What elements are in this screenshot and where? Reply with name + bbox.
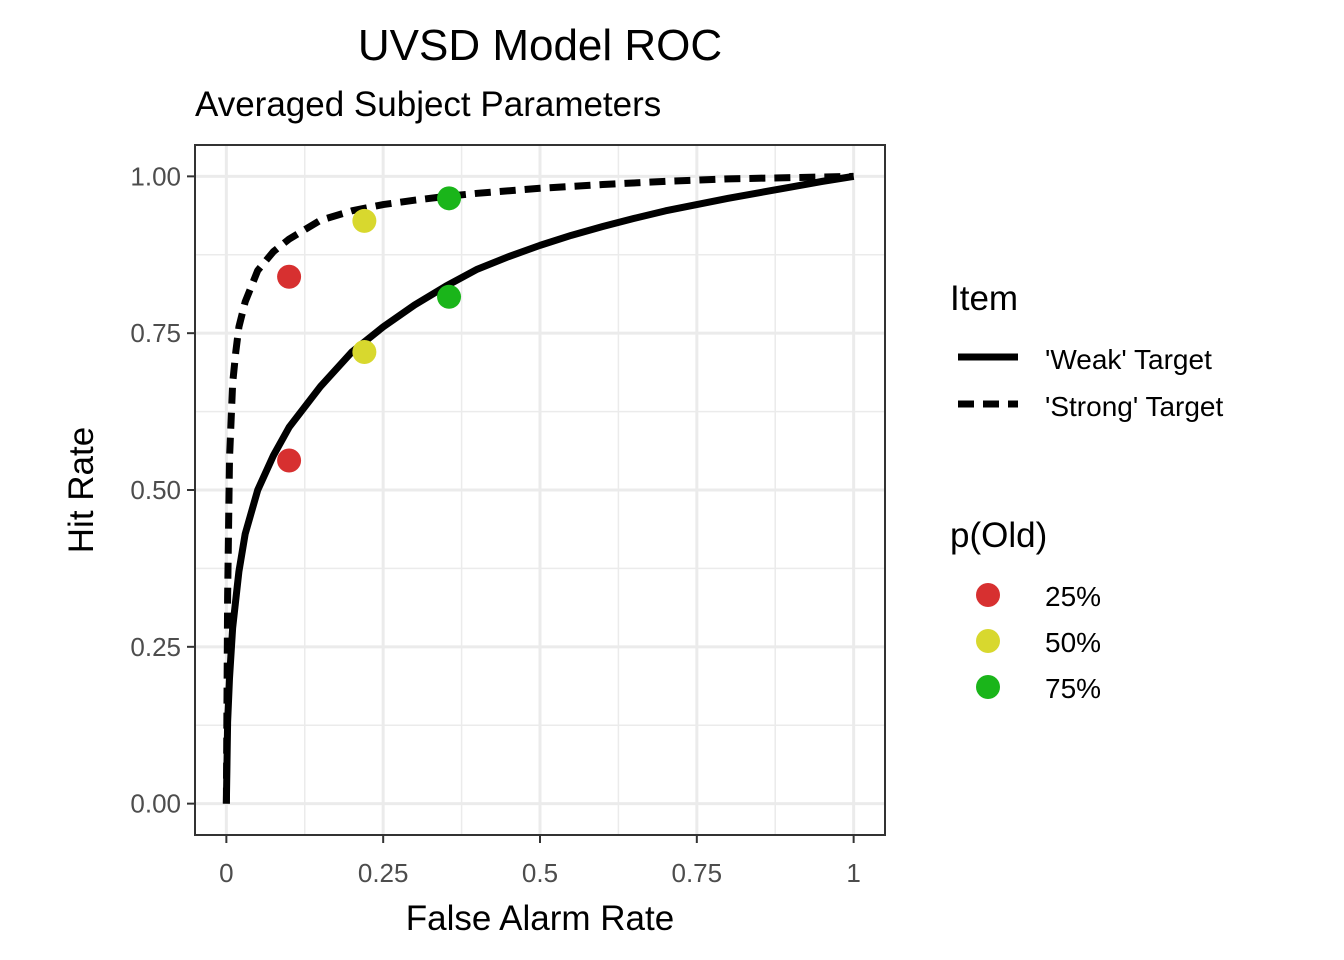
pold-point [437,186,462,211]
legend-pold: p(Old) 25% 50% 75% [950,516,1101,704]
y-tick-label: 0.00 [130,789,181,819]
pold-point [352,340,377,364]
legend-weak-label: 'Weak' Target [1045,344,1212,375]
legend-75-key [976,675,1000,699]
y-axis-title: Hit Rate [62,427,101,553]
plot-grid [195,145,885,835]
x-tick-label: 1 [846,858,860,888]
chart-subtitle: Averaged Subject Parameters [195,85,661,124]
legend-pold-title: p(Old) [950,516,1047,555]
x-tick-label: 0 [219,858,233,888]
pold-point [352,208,377,233]
x-tick-label: 0.5 [522,858,558,888]
strong-target-line [222,172,854,804]
legend-50-label: 50% [1045,627,1101,658]
legend-item-title: Item [950,279,1018,318]
y-axis-ticks: 0.00 0.25 0.50 0.75 1.00 [130,161,195,819]
pold-point [277,448,302,473]
y-tick-label: 1.00 [130,161,181,191]
pold-point [437,284,462,309]
pold-points [277,186,462,473]
x-tick-label: 0.75 [672,858,723,888]
y-tick-label: 0.50 [130,475,181,505]
legend-25-label: 25% [1045,581,1101,612]
legend-item: Item 'Weak' Target 'Strong' Target [950,279,1224,422]
y-tick-label: 0.25 [130,632,181,662]
x-axis-ticks: 0 0.25 0.5 0.75 1 [219,835,861,888]
legend-25-key [976,583,1000,607]
chart-title: UVSD Model ROC [358,21,722,70]
legend-50-key [976,629,1000,653]
legend-75-label: 75% [1045,673,1101,704]
x-axis-title: False Alarm Rate [406,899,674,938]
pold-point [277,264,302,289]
x-tick-label: 0.25 [358,858,409,888]
legend-strong-label: 'Strong' Target [1045,391,1224,422]
y-tick-label: 0.75 [130,318,181,348]
